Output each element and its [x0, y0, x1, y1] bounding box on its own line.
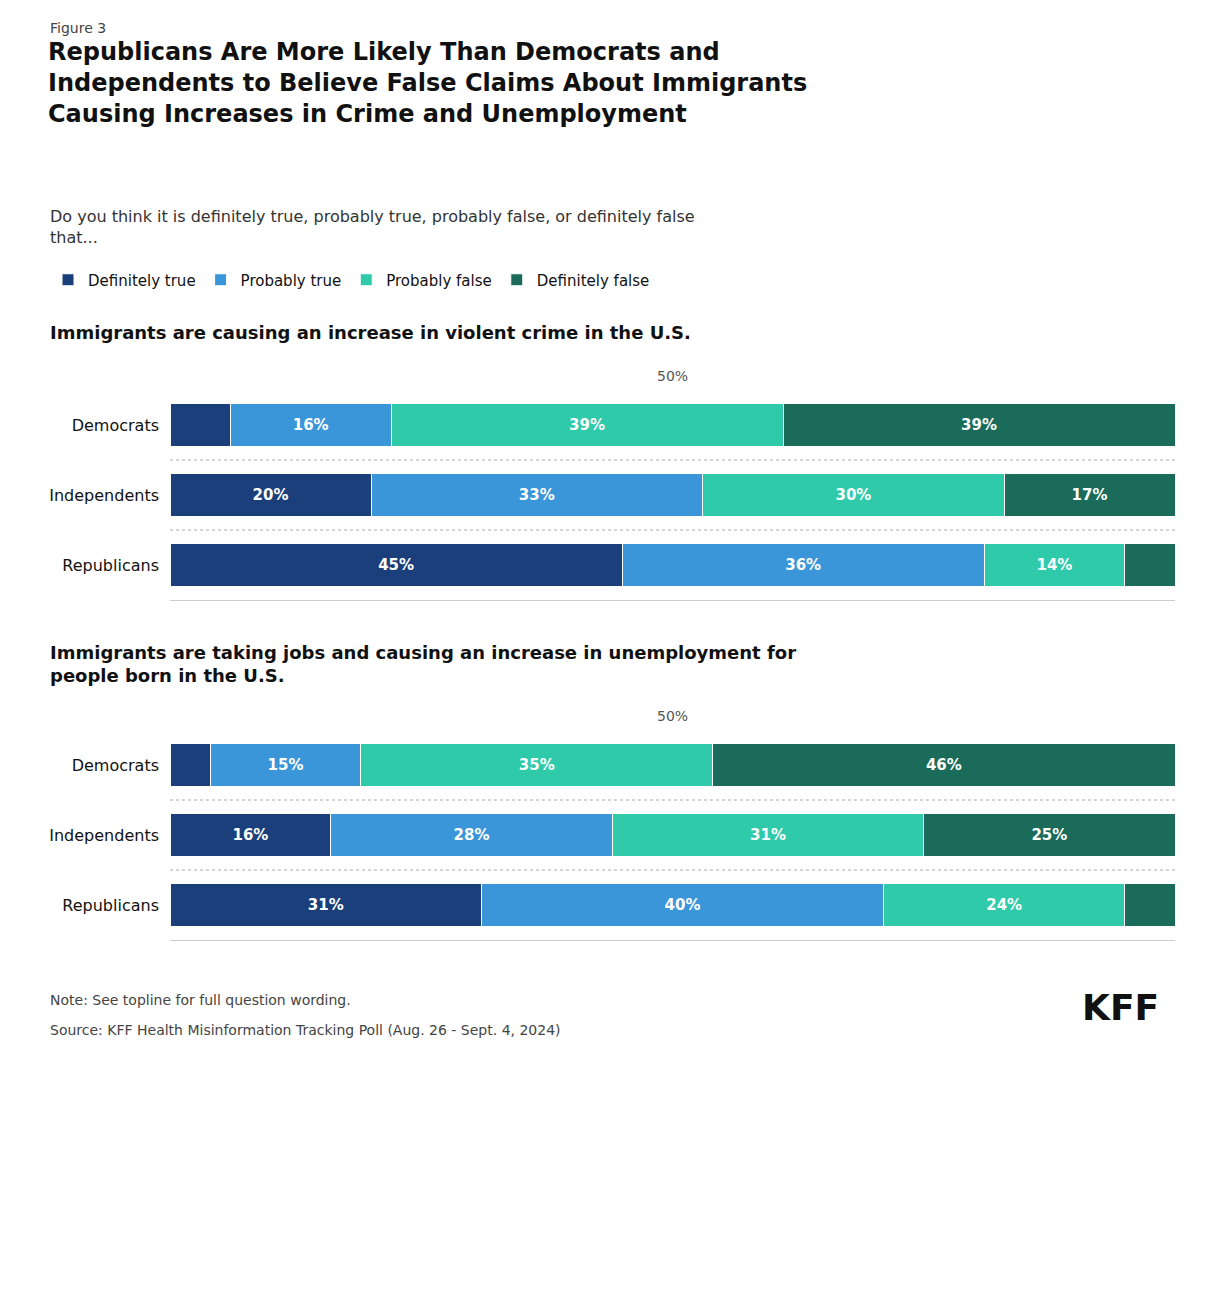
svg-text:20%: 20% — [253, 486, 289, 504]
svg-text:31%: 31% — [308, 896, 344, 914]
svg-text:Republicans: Republicans — [62, 896, 159, 915]
svg-text:Democrats: Democrats — [72, 756, 159, 775]
svg-text:Source: KFF Health Misinformat: Source: KFF Health Misinformation Tracki… — [50, 1022, 561, 1038]
svg-text:40%: 40% — [665, 896, 701, 914]
svg-text:Republicans Are More Likely Th: Republicans Are More Likely Than Democra… — [48, 38, 807, 128]
svg-text:Republicans: Republicans — [62, 556, 159, 575]
svg-text:Figure 3: Figure 3 — [50, 20, 106, 36]
svg-text:Note: See topline for full que: Note: See topline for full question word… — [50, 992, 351, 1008]
svg-text:15%: 15% — [268, 756, 304, 774]
svg-text:Democrats: Democrats — [72, 416, 159, 435]
svg-text:Immigrants are taking jobs and: Immigrants are taking jobs and causing a… — [50, 642, 796, 686]
svg-text:39%: 39% — [961, 416, 997, 434]
svg-text:45%: 45% — [378, 556, 414, 574]
svg-text:31%: 31% — [750, 826, 786, 844]
svg-text:50%: 50% — [657, 368, 688, 384]
svg-text:Immigrants are causing an incr: Immigrants are causing an increase in vi… — [50, 322, 691, 343]
svg-text:Probably false: Probably false — [386, 272, 492, 290]
svg-text:Definitely true: Definitely true — [88, 272, 196, 290]
svg-text:Independents: Independents — [49, 826, 159, 845]
svg-text:14%: 14% — [1036, 556, 1072, 574]
svg-text:25%: 25% — [1031, 826, 1067, 844]
svg-text:39%: 39% — [569, 416, 605, 434]
svg-text:28%: 28% — [454, 826, 490, 844]
svg-text:30%: 30% — [835, 486, 871, 504]
svg-text:Independents: Independents — [49, 486, 159, 505]
svg-text:46%: 46% — [926, 756, 962, 774]
svg-text:24%: 24% — [986, 896, 1022, 914]
svg-text:33%: 33% — [519, 486, 555, 504]
svg-text:36%: 36% — [785, 556, 821, 574]
svg-text:50%: 50% — [657, 708, 688, 724]
svg-text:17%: 17% — [1072, 486, 1108, 504]
svg-text:Probably true: Probably true — [241, 272, 342, 290]
svg-text:KFF: KFF — [1082, 987, 1159, 1028]
svg-text:35%: 35% — [519, 756, 555, 774]
svg-text:Do you think it is definitely: Do you think it is definitely true, prob… — [50, 207, 695, 247]
svg-text:16%: 16% — [293, 416, 329, 434]
svg-text:16%: 16% — [232, 826, 268, 844]
svg-text:Definitely false: Definitely false — [537, 272, 650, 290]
